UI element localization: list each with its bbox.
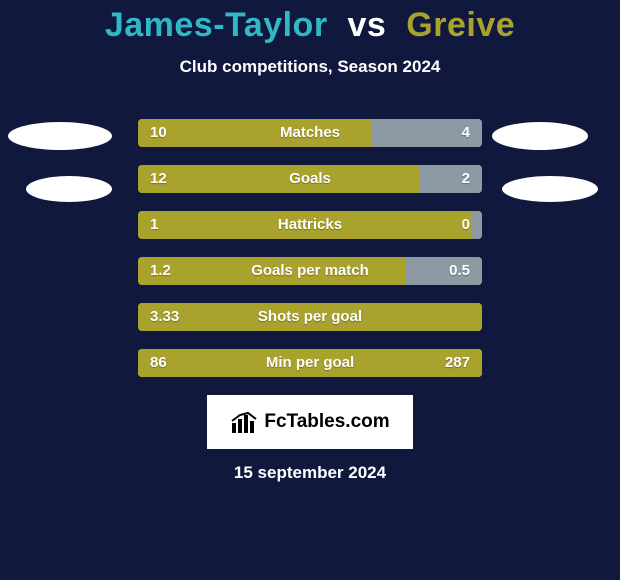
comparison-card: James-Taylor vs Greive Club competitions… [0,0,620,580]
stat-row: 122Goals [138,165,482,193]
player2-flag-oval [502,176,598,202]
player2-badge-oval [492,122,588,150]
stat-row: 1.20.5Goals per match [138,257,482,285]
player1-badge-oval [8,122,112,150]
stat-label: Min per goal [138,349,482,377]
logo-text: FcTables.com [264,411,389,433]
stat-row: 104Matches [138,119,482,147]
subtitle: Club competitions, Season 2024 [0,57,620,77]
stat-chart: 104Matches 122Goals 10Hattricks 1.20.5Goals… [138,119,482,377]
chart-icon [230,411,258,433]
player1-name: James-Taylor [105,6,328,44]
stat-label: Matches [138,119,482,147]
stat-label: Goals [138,165,482,193]
player1-flag-oval [26,176,112,202]
stat-row: 10Hattricks [138,211,482,239]
stat-label: Goals per match [138,257,482,285]
stat-label: Shots per goal [138,303,482,331]
stat-row: 3.33Shots per goal [138,303,482,331]
stat-label: Hattricks [138,211,482,239]
player2-name: Greive [406,6,515,44]
vs-text: vs [348,6,387,44]
fctables-logo[interactable]: FcTables.com [207,395,413,449]
title: James-Taylor vs Greive [0,6,620,45]
date-text: 15 september 2024 [0,463,620,483]
stat-row: 86287Min per goal [138,349,482,377]
